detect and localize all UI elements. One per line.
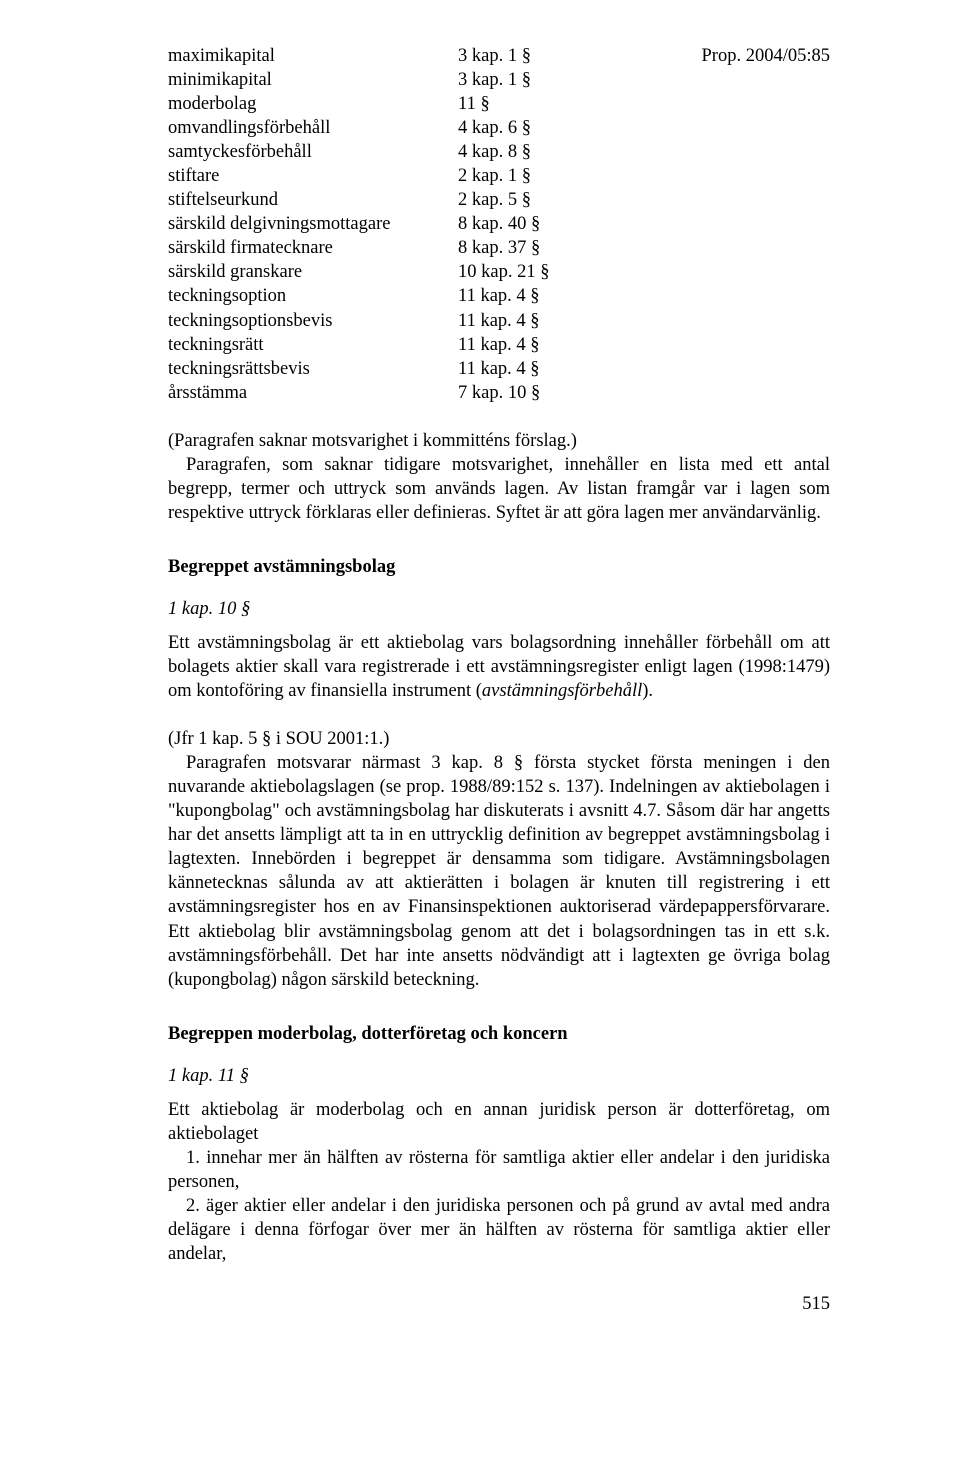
kap-ref-1-10: 1 kap. 10 § bbox=[168, 597, 830, 621]
term-label: teckningsrätt bbox=[168, 333, 458, 357]
term-label: stiftelseurkund bbox=[168, 188, 458, 212]
section-heading-moderbolag: Begreppen moderbolag, dotterföretag och … bbox=[168, 1022, 830, 1046]
term-row: särskild delgivningsmottagare8 kap. 40 § bbox=[168, 212, 830, 236]
term-label: omvandlingsförbehåll bbox=[168, 116, 458, 140]
term-label: minimikapital bbox=[168, 68, 458, 92]
term-row: minimikapital3 kap. 1 § bbox=[168, 68, 830, 92]
term-value: 11 kap. 4 § bbox=[458, 357, 578, 381]
section2-item2: 2. äger aktier eller andelar i den jurid… bbox=[168, 1194, 830, 1266]
term-definitions-table: maximikapital3 kap. 1 §minimikapital3 ka… bbox=[168, 44, 830, 405]
term-row: stiftare2 kap. 1 § bbox=[168, 164, 830, 188]
term-value: 10 kap. 21 § bbox=[458, 260, 578, 284]
term-label: särskild delgivningsmottagare bbox=[168, 212, 458, 236]
section2-intro: Ett aktiebolag är moderbolag och en anna… bbox=[168, 1098, 830, 1146]
term-row: omvandlingsförbehåll4 kap. 6 § bbox=[168, 116, 830, 140]
section1-commentary: (Jfr 1 kap. 5 § i SOU 2001:1.) Paragrafe… bbox=[168, 727, 830, 992]
term-row: stiftelseurkund2 kap. 5 § bbox=[168, 188, 830, 212]
term-label: teckningsrättsbevis bbox=[168, 357, 458, 381]
section2-body: Ett aktiebolag är moderbolag och en anna… bbox=[168, 1098, 830, 1266]
term-label: moderbolag bbox=[168, 92, 458, 116]
term-row: teckningsoption11 kap. 4 § bbox=[168, 284, 830, 308]
term-row: särskild granskare10 kap. 21 § bbox=[168, 260, 830, 284]
term-row: teckningsoptionsbevis11 kap. 4 § bbox=[168, 309, 830, 333]
term-row: samtyckesförbehåll4 kap. 8 § bbox=[168, 140, 830, 164]
term-value: 3 kap. 1 § bbox=[458, 44, 578, 68]
section1-body-post: ). bbox=[642, 681, 653, 701]
term-row: moderbolag11 § bbox=[168, 92, 830, 116]
term-value: 4 kap. 8 § bbox=[458, 140, 578, 164]
section1-definition: Ett avstämningsbolag är ett aktiebolag v… bbox=[168, 631, 830, 703]
term-label: teckningsoptionsbevis bbox=[168, 309, 458, 333]
term-label: teckningsoption bbox=[168, 284, 458, 308]
term-value: 3 kap. 1 § bbox=[458, 68, 578, 92]
term-row: teckningsrättsbevis11 kap. 4 § bbox=[168, 357, 830, 381]
section1-jfr: (Jfr 1 kap. 5 § i SOU 2001:1.) bbox=[168, 729, 389, 749]
section-heading-avstamningsbolag: Begreppet avstämningsbolag bbox=[168, 555, 830, 579]
section1-body-italic: avstämningsförbehåll bbox=[482, 681, 642, 701]
paragraph-commentary-1: (Paragrafen saknar motsvarighet i kommit… bbox=[168, 429, 830, 525]
para1-line1: (Paragrafen saknar motsvarighet i kommit… bbox=[168, 431, 577, 451]
term-row: teckningsrätt11 kap. 4 § bbox=[168, 333, 830, 357]
term-label: särskild granskare bbox=[168, 260, 458, 284]
kap-ref-1-11: 1 kap. 11 § bbox=[168, 1064, 830, 1088]
page-number: 515 bbox=[168, 1292, 830, 1316]
term-value: 4 kap. 6 § bbox=[458, 116, 578, 140]
term-row: särskild firmatecknare8 kap. 37 § bbox=[168, 236, 830, 260]
term-value: 11 kap. 4 § bbox=[458, 309, 578, 333]
term-label: samtyckesförbehåll bbox=[168, 140, 458, 164]
term-value: 11 kap. 4 § bbox=[458, 333, 578, 357]
term-value: 2 kap. 5 § bbox=[458, 188, 578, 212]
term-label: stiftare bbox=[168, 164, 458, 188]
term-value: 11 kap. 4 § bbox=[458, 284, 578, 308]
term-row: årsstämma7 kap. 10 § bbox=[168, 381, 830, 405]
term-label: maximikapital bbox=[168, 44, 458, 68]
header-reference: Prop. 2004/05:85 bbox=[702, 44, 830, 68]
term-label: årsstämma bbox=[168, 381, 458, 405]
section1-para2: Paragrafen motsvarar närmast 3 kap. 8 § … bbox=[168, 751, 830, 991]
term-value: 8 kap. 37 § bbox=[458, 236, 578, 260]
section2-item1: 1. innehar mer än hälften av rösterna fö… bbox=[168, 1146, 830, 1194]
term-label: särskild firmatecknare bbox=[168, 236, 458, 260]
term-value: 2 kap. 1 § bbox=[458, 164, 578, 188]
para1-body: Paragrafen, som saknar tidigare motsvari… bbox=[168, 453, 830, 525]
term-value: 8 kap. 40 § bbox=[458, 212, 578, 236]
term-value: 11 § bbox=[458, 92, 578, 116]
term-value: 7 kap. 10 § bbox=[458, 381, 578, 405]
